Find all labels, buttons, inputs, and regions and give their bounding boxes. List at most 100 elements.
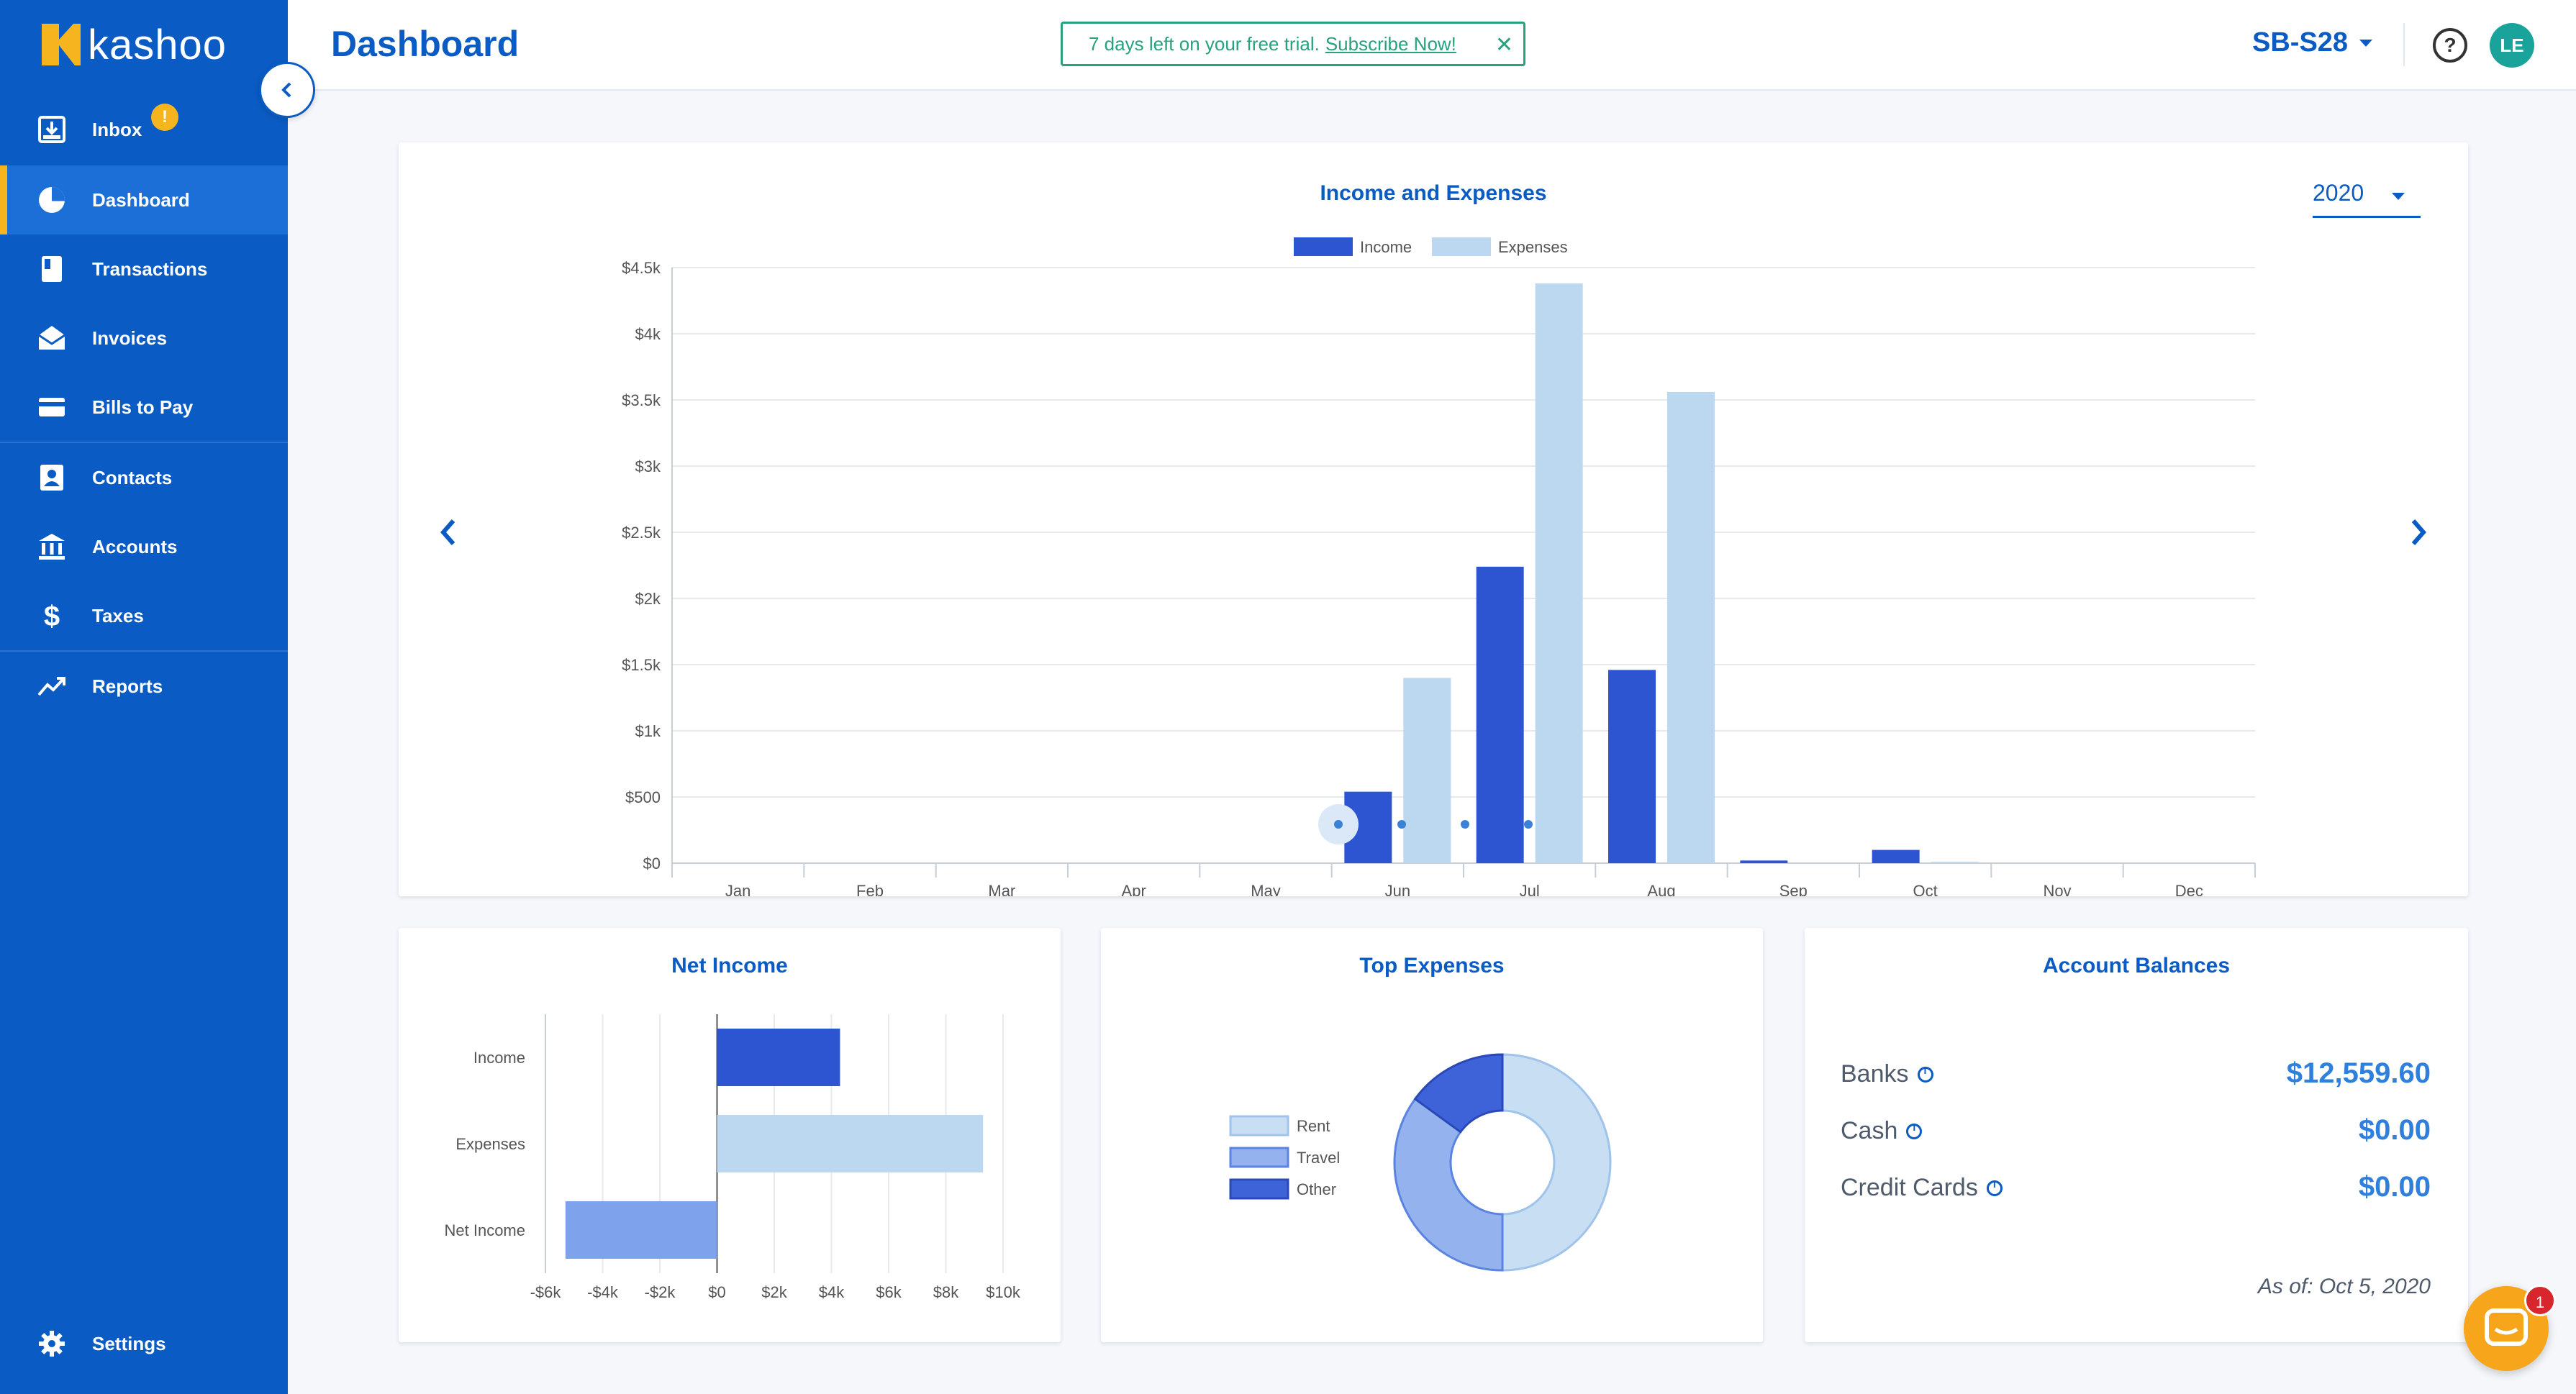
x-tick-label: Aug xyxy=(1647,882,1675,896)
company-selector[interactable]: SB-S28 xyxy=(2252,27,2373,58)
nav-divider xyxy=(0,442,288,443)
sidebar-item-label: Taxes xyxy=(92,604,144,627)
trial-text: 7 days left on your free trial. xyxy=(1089,32,1320,55)
gear-icon xyxy=(36,1328,68,1359)
info-icon[interactable] xyxy=(1917,1065,1933,1083)
bar-income xyxy=(1476,566,1524,863)
income-expenses-chart: Income Expenses $0 $500 $1k $1.5k $2k $2.5k $3k $… xyxy=(622,237,2256,896)
y-tick-label: $2k xyxy=(635,590,661,608)
x-tick-label: Jan xyxy=(725,882,750,896)
balance-value: $0.00 xyxy=(2358,1114,2431,1146)
x-tick-label: $6k xyxy=(876,1283,902,1301)
sidebar-item-reports[interactable]: Reports xyxy=(0,652,288,721)
net-income-chart: -$6k -$4k -$2k $0 $2k $4k $6k $8k $10k Income Expe… xyxy=(445,1014,1021,1301)
kashoo-logo-icon xyxy=(42,24,81,65)
balance-row-cash[interactable]: Cash $0.00 xyxy=(1841,1111,2431,1154)
y-tick-label: $3k xyxy=(635,457,661,475)
credit-card-icon xyxy=(36,391,68,423)
year-value: 2020 xyxy=(2313,180,2364,206)
kashoo-logo[interactable]: kashoo xyxy=(42,22,227,68)
x-tick-label: Jul xyxy=(1520,882,1540,896)
year-select[interactable]: 2020 xyxy=(2313,177,2421,218)
chevron-left-icon xyxy=(281,82,291,98)
help-icon[interactable]: ? xyxy=(2432,27,2468,63)
envelope-open-icon xyxy=(36,322,68,354)
bar-income xyxy=(1872,849,1920,863)
x-tick-label: $8k xyxy=(933,1283,959,1301)
x-tick-label: Feb xyxy=(856,882,884,896)
carousel-dot[interactable] xyxy=(1397,820,1406,829)
legend-swatch-rent xyxy=(1229,1115,1289,1136)
x-tick-label: Mar xyxy=(988,882,1015,896)
chevron-down-icon xyxy=(2359,39,2373,47)
legend-swatch-travel xyxy=(1229,1147,1289,1168)
sidebar-item-transactions[interactable]: Transactions xyxy=(0,234,288,304)
carousel-dot[interactable] xyxy=(1318,804,1359,844)
page-title: Dashboard xyxy=(331,24,520,64)
donut-slice-rent xyxy=(1501,1053,1612,1272)
sidebar-item-label: Inbox xyxy=(92,118,142,140)
legend-label-rent: Rent xyxy=(1297,1117,1330,1135)
bar-income xyxy=(1608,670,1656,863)
carousel-dot[interactable] xyxy=(1524,820,1533,829)
sidebar-item-label: Accounts xyxy=(92,535,178,557)
y-tick-label: Expenses xyxy=(455,1135,525,1153)
legend-swatch-income xyxy=(1294,237,1353,256)
x-tick-label: Jun xyxy=(1385,882,1410,896)
close-icon[interactable]: ✕ xyxy=(1495,33,1513,57)
info-icon[interactable] xyxy=(1986,1178,2003,1196)
balance-label: Credit Cards xyxy=(1841,1174,2003,1202)
sidebar-item-inbox[interactable]: Inbox xyxy=(0,95,288,164)
subscribe-link[interactable]: Subscribe Now! xyxy=(1325,32,1456,55)
y-tick-label: $3.5k xyxy=(622,391,661,409)
collapse-sidebar-button[interactable] xyxy=(259,62,315,118)
y-tick-label: $4.5k xyxy=(622,259,661,277)
sidebar-item-settings[interactable]: Settings xyxy=(0,1309,288,1378)
sidebar-item-label: Contacts xyxy=(92,466,173,488)
x-tick-label: $2k xyxy=(761,1283,787,1301)
next-chart-button[interactable] xyxy=(2408,516,2429,548)
balance-label-text: Credit Cards xyxy=(1841,1174,1978,1201)
chat-icon xyxy=(2485,1308,2528,1346)
sidebar-item-invoices[interactable]: Invoices xyxy=(0,304,288,373)
sidebar-item-label: Settings xyxy=(92,1332,166,1354)
balance-row-banks[interactable]: Banks $12,559.60 xyxy=(1841,1054,2431,1098)
x-tick-label: $0 xyxy=(708,1283,725,1301)
account-balances-card: Account Balances Banks $12,559.60 Cash $… xyxy=(1805,928,2468,1342)
card-title: Net Income xyxy=(671,954,788,978)
card-title: Income and Expenses xyxy=(1320,181,1547,205)
sidebar-item-bills-to-pay[interactable]: Bills to Pay xyxy=(0,373,288,442)
sidebar-item-contacts[interactable]: Contacts xyxy=(0,443,288,512)
bar-expenses xyxy=(1535,283,1583,863)
sidebar-item-taxes[interactable]: $ Taxes xyxy=(0,581,288,650)
bar-net-income xyxy=(717,1029,840,1086)
balance-label-text: Cash xyxy=(1841,1117,1898,1144)
sidebar-item-accounts[interactable]: Accounts xyxy=(0,512,288,581)
top-expenses-card: Top Expenses Rent Travel Other xyxy=(1101,928,1763,1342)
prev-chart-button[interactable] xyxy=(437,516,459,548)
carousel-dot[interactable] xyxy=(1461,820,1469,829)
legend-swatch-expenses xyxy=(1432,237,1491,256)
x-tick-label: -$2k xyxy=(645,1283,676,1301)
sidebar-item-label: Invoices xyxy=(92,327,168,349)
dollar-icon: $ xyxy=(36,600,68,632)
inbox-icon xyxy=(36,114,68,145)
inbox-badge: ! xyxy=(151,104,178,131)
net-income-card: Net Income -$6k -$4k -$2k $0 $2k $4k $6k $8k $10… xyxy=(399,928,1061,1342)
balance-row-credit-cards[interactable]: Credit Cards $0.00 xyxy=(1841,1168,2431,1211)
legend-swatch-other xyxy=(1229,1178,1289,1200)
top-expenses-chart: Rent Travel Other xyxy=(1229,1053,1612,1272)
legend-label-income: Income xyxy=(1360,238,1412,256)
card-title: Top Expenses xyxy=(1359,954,1505,978)
x-tick-label: Sep xyxy=(1779,882,1808,896)
logo-text: kashoo xyxy=(88,21,227,68)
balance-label: Cash xyxy=(1841,1117,1923,1145)
trial-banner: 7 days left on your free trial. Subscrib… xyxy=(1061,22,1525,66)
bar-expenses xyxy=(1403,678,1451,863)
sidebar-item-dashboard[interactable]: Dashboard xyxy=(0,165,288,234)
info-icon[interactable] xyxy=(1906,1121,1923,1139)
x-tick-label: $10k xyxy=(986,1283,1021,1301)
donut-slice-other xyxy=(1413,1053,1504,1134)
legend-label-travel: Travel xyxy=(1297,1149,1340,1167)
avatar[interactable]: LE xyxy=(2490,23,2534,68)
